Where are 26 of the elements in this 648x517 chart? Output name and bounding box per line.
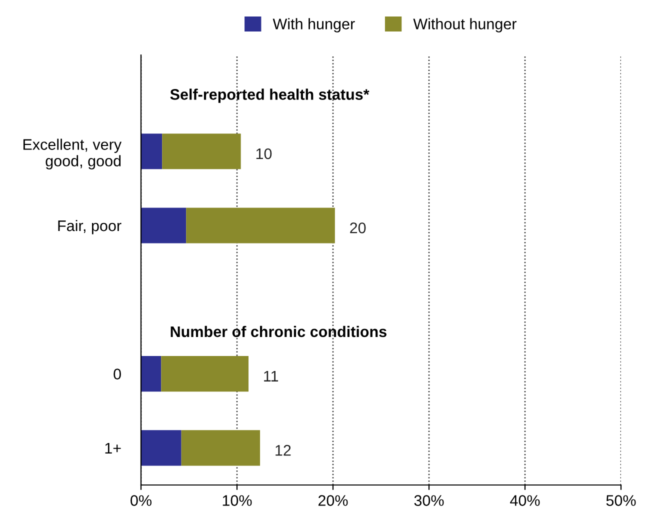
x-tick-label: 30% — [414, 495, 444, 506]
legend-label: Without hunger — [413, 18, 517, 32]
x-tick-label: 10% — [222, 495, 252, 506]
total-label: 12 — [276, 444, 291, 456]
y-tick-label: Excellent, very good, good — [23, 138, 122, 170]
bar — [186, 208, 335, 244]
total-label: 20 — [350, 222, 366, 234]
annotation: Number of chronic conditions — [170, 326, 386, 338]
bar — [161, 356, 249, 392]
bar — [141, 430, 182, 466]
x-tick-label: 20% — [318, 495, 348, 506]
y-tick-label: 0 — [114, 368, 121, 380]
y-tick-label: Fair, poor — [58, 220, 122, 234]
bar — [141, 208, 186, 244]
total-label: 10 — [256, 148, 272, 160]
bar — [141, 134, 162, 170]
bar — [181, 430, 260, 466]
total-label: 11 — [264, 370, 278, 382]
y-tick-label: 1+ — [105, 442, 121, 454]
x-tick-label: 0% — [130, 495, 152, 506]
x-tick-label: 50% — [606, 495, 636, 506]
annotation: Self-reported health status* — [170, 88, 370, 103]
legend-label: With hunger — [272, 18, 355, 32]
bar — [141, 356, 162, 392]
x-tick-label: 40% — [510, 495, 540, 506]
bar — [162, 134, 241, 170]
